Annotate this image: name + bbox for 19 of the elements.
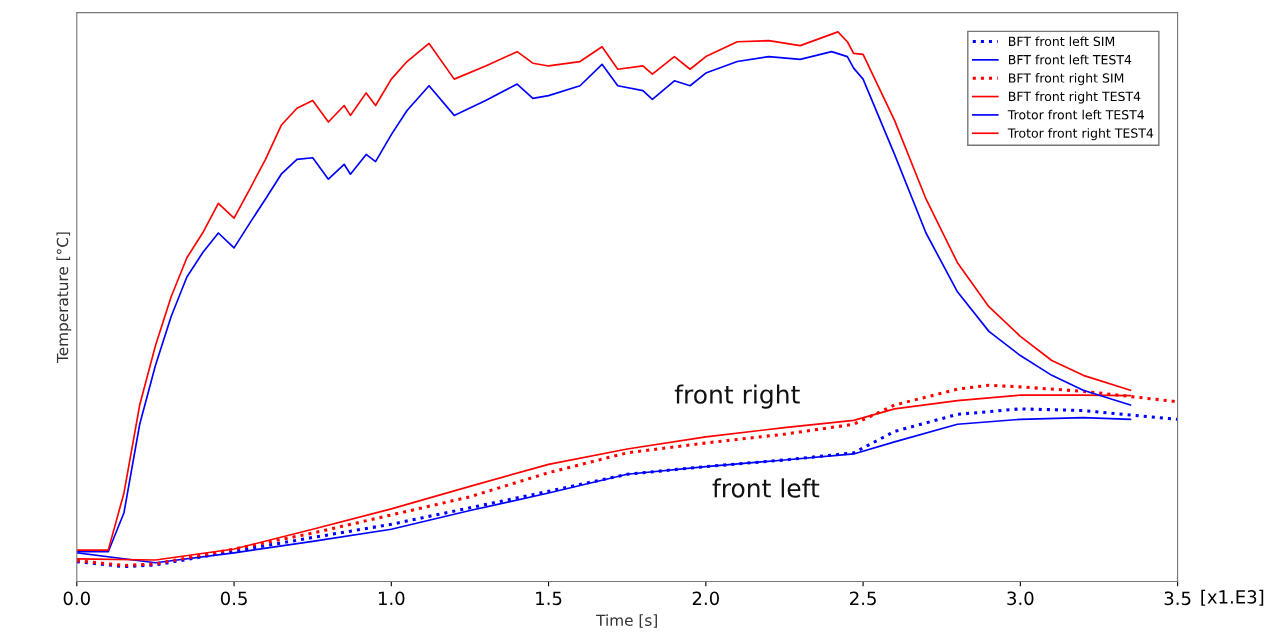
legend-label: BFT front right SIM <box>1009 73 1124 86</box>
legend-label: BFT front left SIM <box>1009 36 1115 47</box>
x-tick-label: 3.5 <box>1164 591 1191 606</box>
y-axis-title: Temperature [°C] <box>56 232 72 364</box>
x-tick-label: 1.0 <box>378 591 405 606</box>
x-tick-label: 1.5 <box>536 591 562 606</box>
legend-label: BFT front right TEST4 <box>1009 91 1141 104</box>
x-tick-label: 0.5 <box>220 591 247 606</box>
x-tick-label: 0.0 <box>63 591 90 606</box>
annotation: front left <box>712 478 820 498</box>
x-tick-label: 2.5 <box>850 591 876 606</box>
x-axis-title: Time [s] <box>596 614 657 628</box>
legend-label: Trotor front right TEST4 <box>1007 128 1154 141</box>
text: [x1.E3] <box>1201 589 1264 606</box>
legend-label: Trotor front left TEST4 <box>1007 109 1145 120</box>
legend-label: BFT front left TEST4 <box>1009 54 1132 65</box>
annotation: front right <box>674 384 800 409</box>
x-tick-label: 2.0 <box>692 591 719 606</box>
x-tick-label: 3.0 <box>1007 591 1034 606</box>
